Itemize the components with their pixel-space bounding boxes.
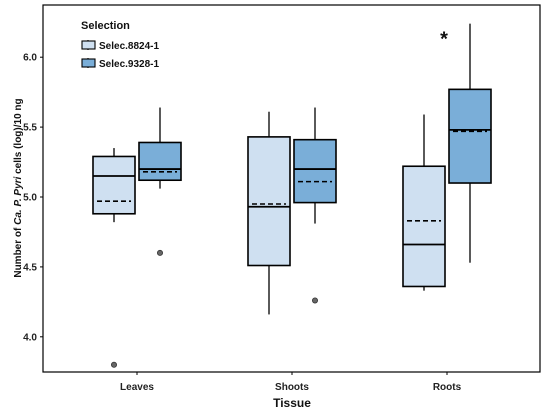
- y-tick-label: 6.0: [23, 53, 37, 64]
- y-axis-title-part-2: Ca. P. Pyri: [13, 176, 24, 224]
- x-tick-label: Shoots: [275, 382, 309, 393]
- x-axis: Leaves Shoots Roots: [120, 372, 462, 393]
- outlier-point: [111, 361, 118, 368]
- box-iqr: [402, 165, 446, 288]
- y-axis-title-part-1: Number of: [13, 225, 24, 278]
- box-selec-9328-1-leaves: [138, 107, 182, 256]
- legend: Selection Selec.8824-1 Selec.9328-1: [81, 20, 159, 70]
- box-iqr: [448, 88, 492, 184]
- box-selec-8824-1-leaves: [92, 148, 136, 368]
- y-tick-label: 5.0: [23, 193, 37, 204]
- legend-swatch-selec-9328: [81, 58, 96, 68]
- boxes-layer: *: [92, 23, 492, 368]
- significance-marker: *: [440, 29, 448, 51]
- x-tick-label: Leaves: [120, 382, 154, 393]
- box-iqr: [92, 155, 136, 215]
- box-selec-9328-1-shoots: [293, 107, 337, 304]
- y-axis-title: Number of Ca. P. Pyri cells (log)/10 ng: [13, 98, 24, 277]
- box-iqr: [138, 141, 182, 182]
- box-selec-8824-1-shoots: [247, 111, 291, 315]
- x-axis-title: Tissue: [273, 396, 311, 410]
- legend-title: Selection: [81, 20, 130, 32]
- outlier-point: [156, 249, 163, 256]
- box-iqr: [293, 138, 337, 204]
- y-tick-label: 5.5: [23, 123, 37, 134]
- outlier-point: [311, 297, 318, 304]
- legend-label-selec-8824: Selec.8824-1: [99, 41, 159, 52]
- x-tick-label: Roots: [433, 382, 462, 393]
- box-selec-9328-1-roots: [448, 23, 492, 263]
- y-axis-title-part-3: cells (log)/10 ng: [13, 98, 24, 176]
- legend-label-selec-9328: Selec.9328-1: [99, 59, 159, 70]
- box-selec-8824-1-roots: [402, 114, 446, 291]
- y-tick-label: 4.0: [23, 332, 37, 343]
- box-iqr: [247, 136, 291, 267]
- y-axis: 4.0 4.5 5.0 5.5 6.0: [23, 53, 43, 343]
- y-tick-label: 4.5: [23, 262, 37, 273]
- legend-swatch-selec-8824: [81, 40, 96, 50]
